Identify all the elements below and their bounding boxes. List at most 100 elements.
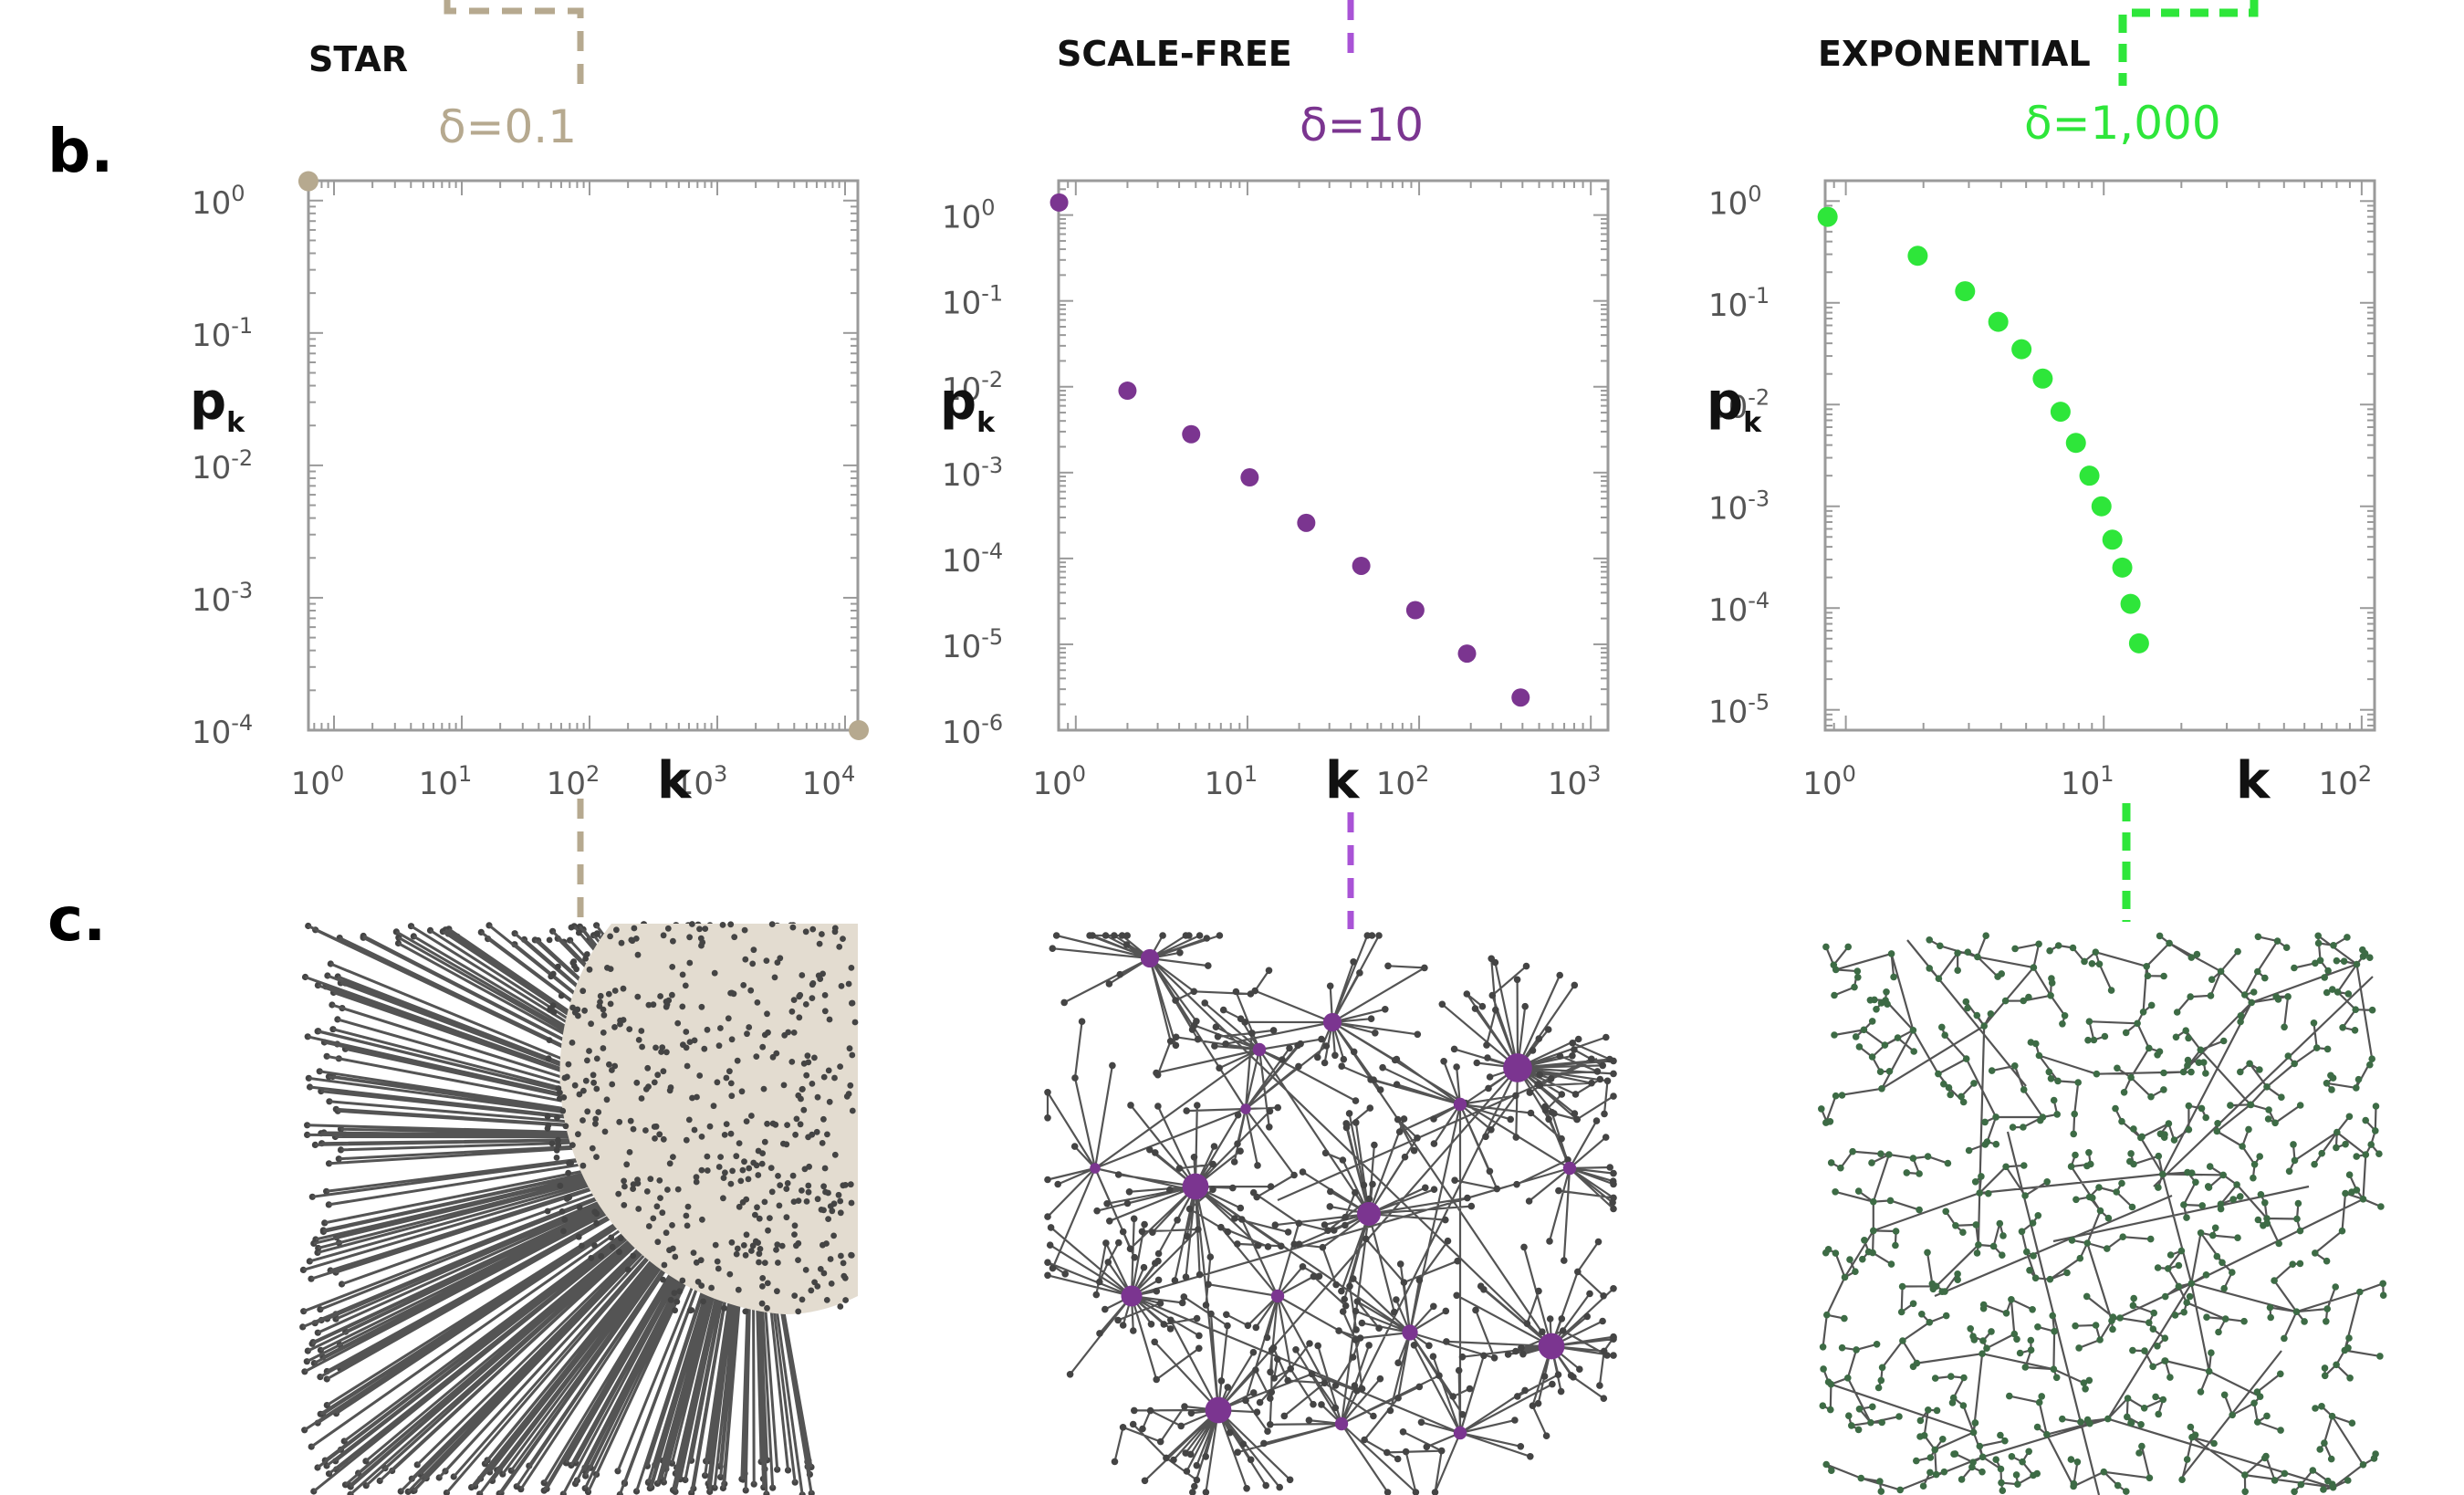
node bbox=[2127, 1073, 2135, 1082]
node bbox=[2191, 1431, 2199, 1439]
hub-dot bbox=[759, 1043, 767, 1051]
leaf-node bbox=[1234, 1140, 1241, 1147]
node bbox=[1854, 1426, 1863, 1434]
node bbox=[2050, 1096, 2058, 1104]
hub-dot bbox=[686, 959, 694, 967]
hub-dot bbox=[581, 1007, 588, 1014]
hub-dot bbox=[698, 1003, 705, 1010]
hub-dot bbox=[575, 1131, 581, 1138]
leaf-node bbox=[1421, 964, 1428, 972]
leaf-node bbox=[1596, 1075, 1604, 1083]
hub-dot bbox=[824, 1131, 830, 1138]
node bbox=[2208, 1349, 2215, 1356]
leaf-node bbox=[1249, 1348, 1258, 1356]
hub-dot bbox=[783, 1141, 790, 1148]
node bbox=[1937, 942, 1944, 950]
leaf-node bbox=[1558, 1134, 1565, 1143]
y-tick-exponent: -1 bbox=[231, 313, 253, 339]
node bbox=[2096, 1207, 2104, 1215]
hub-dot bbox=[549, 1002, 557, 1009]
hub-dot bbox=[790, 1030, 798, 1036]
node bbox=[2034, 1323, 2041, 1331]
node bbox=[2096, 1336, 2104, 1343]
leaf-node bbox=[1156, 1438, 1164, 1446]
node bbox=[2088, 960, 2096, 967]
node bbox=[2023, 1248, 2031, 1256]
node bbox=[2314, 939, 2323, 947]
hub-dot bbox=[548, 973, 555, 980]
node bbox=[1845, 1412, 1853, 1419]
leaf-node bbox=[1520, 1243, 1528, 1251]
leaf-node bbox=[1267, 1183, 1275, 1190]
node bbox=[2208, 976, 2216, 983]
hub-dot bbox=[842, 1297, 849, 1303]
hub-dot bbox=[693, 1178, 700, 1186]
hub-dot bbox=[742, 1308, 749, 1315]
hub-dot bbox=[830, 1232, 837, 1239]
hub-dot bbox=[630, 1252, 637, 1260]
leaf-node bbox=[1154, 1103, 1162, 1110]
leaf-node bbox=[1379, 1063, 1386, 1072]
node bbox=[1926, 965, 1933, 972]
hub-dot bbox=[660, 1135, 667, 1143]
node bbox=[2114, 1481, 2122, 1490]
chart-title: EXPONENTIAL bbox=[1818, 34, 2091, 74]
node bbox=[2281, 1334, 2288, 1343]
leaf-node bbox=[1586, 1290, 1593, 1298]
hub-dot bbox=[616, 1249, 622, 1256]
node bbox=[2083, 1292, 2091, 1301]
hub-dot bbox=[673, 1298, 681, 1305]
node bbox=[2309, 1467, 2317, 1474]
node bbox=[2367, 1141, 2375, 1148]
node bbox=[2008, 1453, 2016, 1460]
node bbox=[1938, 1288, 1946, 1295]
leaf-node bbox=[774, 1466, 781, 1473]
hub-dot bbox=[650, 1215, 657, 1222]
node bbox=[1954, 949, 1961, 957]
leaf-node bbox=[1185, 932, 1193, 939]
node bbox=[1988, 1067, 1996, 1074]
hub-node bbox=[1322, 1012, 1342, 1032]
hub-dot bbox=[759, 1150, 766, 1156]
node bbox=[2217, 1200, 2225, 1208]
node bbox=[1851, 983, 1858, 991]
node bbox=[2072, 1322, 2079, 1330]
node bbox=[1868, 1018, 1876, 1025]
leaf-node bbox=[1274, 1355, 1281, 1363]
node bbox=[1979, 1350, 1986, 1357]
node bbox=[2323, 988, 2331, 997]
hub-dot bbox=[749, 1242, 757, 1249]
leaf-node bbox=[1430, 1302, 1437, 1311]
hub-dot bbox=[663, 1229, 670, 1237]
leaf-node bbox=[1375, 932, 1383, 939]
node bbox=[2092, 948, 2100, 956]
hub-dot bbox=[795, 1257, 801, 1263]
plot-frame bbox=[1057, 179, 1610, 732]
node bbox=[2328, 1412, 2336, 1420]
leaf-node bbox=[1280, 1412, 1289, 1420]
node bbox=[2160, 1134, 2168, 1141]
leaf-node bbox=[1454, 1257, 1461, 1265]
node bbox=[2372, 1127, 2379, 1134]
node bbox=[2241, 991, 2249, 998]
hub-dot bbox=[700, 1298, 706, 1305]
leaf-node bbox=[1353, 1387, 1361, 1395]
leaf-node bbox=[1060, 998, 1068, 1007]
hub-dot bbox=[651, 1124, 658, 1130]
leaf-node bbox=[1229, 1184, 1237, 1192]
node bbox=[2083, 1239, 2092, 1247]
leaf-node bbox=[1190, 1154, 1198, 1161]
leaf-node bbox=[1583, 1312, 1591, 1321]
leaf-node bbox=[1394, 1455, 1402, 1463]
node bbox=[2033, 1423, 2041, 1431]
hub-dot bbox=[685, 1116, 693, 1124]
hub-dot bbox=[647, 1176, 654, 1183]
leaf-node bbox=[1267, 1421, 1274, 1428]
leaf-node bbox=[1202, 1302, 1210, 1309]
node bbox=[2061, 1012, 2069, 1019]
hub-node bbox=[1562, 1161, 1577, 1176]
node bbox=[2263, 1412, 2271, 1420]
hub-dot bbox=[570, 958, 578, 965]
hub-dot bbox=[795, 1239, 802, 1247]
